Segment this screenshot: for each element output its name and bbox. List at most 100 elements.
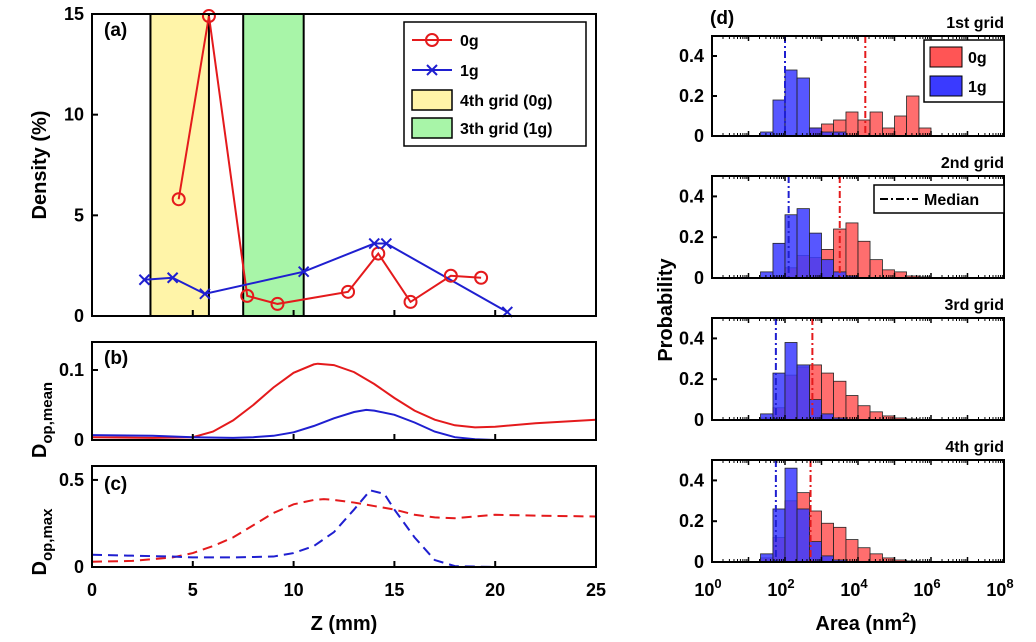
histogram-4th-grid: 4th grid 0 0.2 0.4 [679, 439, 1005, 572]
tick-label-base: 10 [694, 580, 714, 600]
panel-c-y-axis-label-main: D [29, 561, 51, 575]
panel-b-curve-0g [91, 362, 597, 439]
histogram-bar-0g [821, 372, 834, 421]
panel-c-x-tick-label: 5 [188, 580, 198, 600]
histogram-bar-0g [845, 539, 859, 563]
legend-label-0g: 0g [460, 33, 479, 50]
histogram-title: 1st grid [946, 15, 1004, 32]
legend-marker-0g [425, 33, 439, 47]
histogram-3rd-grid: 3rd grid 0 0.2 0.4 [679, 297, 1005, 430]
data-point-1g [368, 237, 380, 250]
legend-entry-4th-grid: 4th grid (0g) [411, 89, 552, 111]
panel-d-x-ticks: 100 102 104 106 108 [694, 576, 1013, 600]
dop-max-series-lines [91, 489, 597, 568]
panel-d-x-axis-label-main: Area (nm [815, 613, 902, 635]
histogram-y-tick-label: 0.2 [679, 86, 704, 106]
legend-label-4th-grid: 4th grid (0g) [460, 93, 552, 110]
density-series-markers [138, 9, 514, 318]
histogram-title: 4th grid [945, 439, 1004, 456]
histogram-2nd-grid: 2nd grid 0 0.2 0.4 [679, 155, 1005, 288]
panel-b-y-axis-label: Dop,mean [29, 382, 56, 458]
histogram-subplots: 1st grid 0 0.2 0.4 2nd grid 0 0.2 0.4 3rd grid 0 0… [679, 15, 1005, 572]
histogram-bar-1g [772, 372, 786, 421]
histogram-bar-1g [772, 99, 786, 137]
panel-a-y-tick-label: 5 [74, 205, 84, 225]
tick-label-base: 10 [767, 580, 787, 600]
panel-a-y-tick-label: 10 [64, 105, 84, 125]
histogram-x-tick-label: 104 [840, 576, 868, 600]
legend-swatch-4th-grid [411, 89, 453, 111]
panel-c-dop-max-plot: 0 0.5 0 5 10 15 20 25 (c) Dop,max Z (mm) [29, 465, 606, 635]
legend-swatch-1g [929, 75, 963, 97]
data-point-0g [403, 294, 418, 309]
tick-label-base: 10 [840, 580, 860, 600]
histogram-x-tick-label: 102 [767, 576, 794, 600]
panel-c-y-tick-label: 0 [74, 557, 84, 577]
histogram-y-tick-label: 0.2 [679, 511, 704, 531]
panel-a-x-tick-marks [91, 310, 597, 316]
data-point-1g [297, 265, 310, 278]
histogram-bar-0g [857, 547, 871, 563]
histogram-bar-1g [784, 467, 798, 563]
histogram-bar-0g [857, 405, 871, 421]
panel-d-x-axis-label-close: ) [910, 613, 917, 635]
panel-b-y-tick-label: 0.1 [59, 360, 84, 380]
tick-label-exponent: 8 [1006, 576, 1013, 591]
histogram-bar-1g [784, 69, 798, 137]
grid-shaded-regions [149, 13, 305, 317]
legend-label-3th-grid: 3th grid (1g) [460, 121, 552, 138]
legend-marker-1g [426, 64, 438, 76]
histogram-y-tick-label: 0 [694, 268, 704, 288]
histogram-bar-1g [796, 208, 810, 279]
panel-c-y-tick-label: 0.5 [59, 470, 84, 490]
histogram-x-tick-label: 100 [694, 576, 721, 600]
legend-swatch-3th-grid [411, 117, 453, 139]
panel-c-x-ticks: 0 5 10 15 20 25 [87, 561, 606, 600]
histogram-y-tick-label: 0.4 [679, 470, 704, 490]
panel-d-x-axis-label-sup: 2 [902, 609, 910, 625]
panel-c-y-axis-label-sub: op,max [39, 508, 56, 561]
histogram-bar-1g [760, 553, 774, 563]
legend-box [403, 21, 587, 147]
data-point-0g [443, 268, 458, 283]
panel-b-x-tick-marks [91, 434, 597, 440]
panel-a-legend: 0g 1g 4th grid (0g) 3th grid (1g) [403, 21, 587, 147]
histogram-bar-1g [796, 77, 810, 137]
data-point-0g [201, 9, 216, 24]
histogram-bar-0g [857, 119, 871, 137]
panel-c-frame [91, 465, 597, 568]
series-line-0g [177, 15, 482, 305]
histogram-y-tick-label: 0 [694, 552, 704, 572]
data-point-0g [270, 296, 285, 311]
data-point-1g [380, 237, 393, 250]
panel-b-label: (b) [104, 348, 128, 369]
median-legend-box [873, 184, 1005, 214]
panel-a-y-axis-label: Density (%) [29, 111, 51, 220]
histogram-bar-1g [772, 508, 786, 563]
histogram-legend-label-0g: 0g [968, 50, 987, 67]
legend-entry-3th-grid: 3th grid (1g) [411, 117, 552, 139]
shaded-region-3th [242, 13, 305, 317]
panel-c-curve-1g [91, 489, 596, 568]
data-point-0g [341, 284, 356, 299]
histogram-bar-0g [894, 115, 907, 137]
histogram-bar-0g [869, 111, 883, 137]
histogram-y-tick-label: 0.4 [679, 186, 704, 206]
tick-label-exponent: 4 [860, 576, 868, 591]
panel-c-curve-0g [91, 498, 597, 563]
histogram-y-tick-label: 0.2 [679, 227, 704, 247]
panel-b-y-tick-label: 0 [74, 430, 84, 450]
legend-swatch-0g [929, 46, 963, 68]
legend-entry-1g: 1g [412, 63, 479, 80]
histogram-bar-1g [796, 364, 810, 421]
histogram-bar-1g [796, 508, 810, 563]
histogram-bar-0g [906, 95, 920, 137]
shaded-region-4th [149, 13, 210, 317]
median-legend-label: Median [924, 192, 979, 209]
histogram-y-tick-label: 0.4 [679, 46, 704, 66]
histogram-bar-0g [845, 395, 859, 421]
panel-a-y-ticks: 0 5 10 15 [64, 4, 98, 326]
data-point-0g [171, 192, 186, 207]
data-point-0g [240, 288, 255, 303]
